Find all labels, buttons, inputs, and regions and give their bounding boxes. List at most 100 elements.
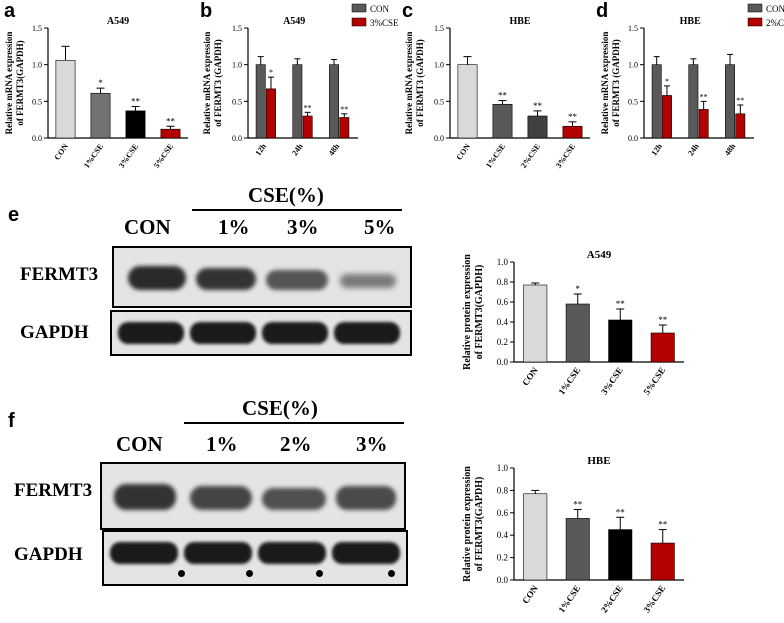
bar xyxy=(651,64,662,139)
significance-label: * xyxy=(576,284,581,294)
bar xyxy=(255,64,266,139)
y-axis-label: of FERMT3(GAPDH) xyxy=(474,265,485,360)
bar xyxy=(523,284,548,363)
bar xyxy=(698,109,709,139)
blot-e-header-line xyxy=(192,209,402,211)
bar xyxy=(492,103,513,139)
significance-label: ** xyxy=(166,116,176,126)
y-tick-label: 0.0 xyxy=(434,134,444,143)
bar xyxy=(329,64,339,139)
y-tick-label: 0.2 xyxy=(497,553,508,563)
y-tick-label: 1.0 xyxy=(497,463,509,473)
bar xyxy=(302,115,313,139)
blot-f-header: CSE(%) xyxy=(242,396,318,420)
blot-f-header-line xyxy=(184,422,404,424)
y-tick-label: 0.4 xyxy=(497,317,509,327)
x-tick-label: 5%CSE xyxy=(152,142,175,170)
blot-f-lane-3: 3% xyxy=(356,432,388,456)
blot-e-lane-2: 3% xyxy=(287,215,319,239)
y-tick-label: 1.5 xyxy=(232,24,242,33)
y-axis-label: Relative mRNA expression xyxy=(4,32,14,135)
x-tick-label: 24h xyxy=(290,142,305,158)
x-tick-label: 1%CSE xyxy=(556,583,582,614)
bar xyxy=(457,64,478,139)
y-tick-label: 0.0 xyxy=(232,134,242,143)
blot-e-lane-1: 1% xyxy=(218,215,250,239)
significance-label: * xyxy=(269,68,273,77)
y-tick-label: 1.5 xyxy=(434,24,444,33)
significance-label: ** xyxy=(131,96,141,106)
bar xyxy=(608,529,633,581)
y-tick-label: 0.2 xyxy=(497,337,508,347)
significance-label: * xyxy=(665,77,669,86)
blot-f-fermt3-membrane xyxy=(100,462,406,530)
significance-label: ** xyxy=(658,520,668,530)
chart-e: 0.0 0.2 0.4 0.6 0.8 1.0 Relative protein expre… xyxy=(462,249,684,397)
significance-label: * xyxy=(98,78,103,88)
y-axis-label: of FERMT3(GAPDH) xyxy=(15,40,25,125)
bar xyxy=(90,92,111,139)
y-axis-label: Relative mRNA expression xyxy=(404,32,414,135)
legend-label: CON xyxy=(370,4,390,14)
y-tick-label: 0.0 xyxy=(497,357,509,367)
blot-e-gapdh-membrane xyxy=(110,310,412,356)
chart-title: A549 xyxy=(587,249,612,261)
y-tick-label: 0.8 xyxy=(497,277,509,287)
legend-swatch xyxy=(747,3,763,13)
bar xyxy=(662,95,672,139)
blot-e-fermt3-membrane xyxy=(112,246,412,308)
x-tick-label: CON xyxy=(455,142,473,162)
y-axis-label: Relative mRNA expression xyxy=(600,32,610,135)
bar xyxy=(266,88,276,139)
legend-label: CON xyxy=(766,4,784,14)
blot-f-lane-con: CON xyxy=(116,432,163,456)
chart-a: 0.0 0.5 1.0 1.5 Relative mRNA expression of F… xyxy=(4,16,188,170)
x-tick-label: CON xyxy=(520,365,540,388)
bar xyxy=(608,319,633,363)
x-tick-label: 3%CSE xyxy=(641,583,667,614)
chart-b: 0.0 0.5 1.0 1.5 Relative mRNA expression of F… xyxy=(202,3,399,158)
significance-label: ** xyxy=(340,105,348,114)
bar xyxy=(292,64,303,139)
y-tick-label: 0.5 xyxy=(32,97,42,106)
x-tick-label: 48h xyxy=(723,142,738,158)
bar xyxy=(55,59,76,139)
bar xyxy=(125,110,146,139)
significance-label: ** xyxy=(658,315,668,325)
panel-label-b: b xyxy=(200,0,213,22)
chart-title: A549 xyxy=(107,16,129,27)
panel-label-a: a xyxy=(4,0,16,22)
bar xyxy=(562,125,583,139)
blot-e-row-fermt3: FERMT3 xyxy=(20,264,99,285)
chart-title: A549 xyxy=(283,16,305,27)
blot-e-header: CSE(%) xyxy=(248,183,324,207)
x-tick-label: 3%CSE xyxy=(117,142,140,170)
legend-swatch xyxy=(351,17,367,27)
y-axis-label: of FERMT3 (GAPDH) xyxy=(611,39,621,127)
x-tick-label: 48h xyxy=(327,142,342,158)
bar xyxy=(527,115,548,139)
y-tick-label: 1.5 xyxy=(32,24,42,33)
y-tick-label: 1.5 xyxy=(628,24,638,33)
blot-f-gapdh-membrane xyxy=(102,530,408,586)
chart-title: HBE xyxy=(509,16,530,27)
y-tick-label: 1.0 xyxy=(434,61,444,70)
significance-label: ** xyxy=(700,92,708,101)
significance-label: ** xyxy=(736,96,744,105)
y-tick-label: 0.8 xyxy=(497,485,509,495)
significance-label: ** xyxy=(498,91,508,101)
y-axis-label: Relative protein expression xyxy=(462,254,473,370)
significance-label: ** xyxy=(616,299,626,309)
chart-title: HBE xyxy=(587,455,610,467)
y-tick-label: 0.6 xyxy=(497,508,509,518)
bar xyxy=(688,64,699,139)
chart-title: HBE xyxy=(680,16,701,27)
panel-label-c: c xyxy=(402,0,414,22)
legend-label: 2%CSE xyxy=(766,18,784,28)
y-axis-label: of FERMT3(GAPDH) xyxy=(474,477,485,572)
y-axis-label: Relative mRNA expression xyxy=(202,32,212,135)
x-tick-label: 24h xyxy=(686,142,701,158)
significance-label: ** xyxy=(573,499,583,509)
bar xyxy=(735,113,746,139)
y-tick-label: 0.5 xyxy=(232,97,242,106)
